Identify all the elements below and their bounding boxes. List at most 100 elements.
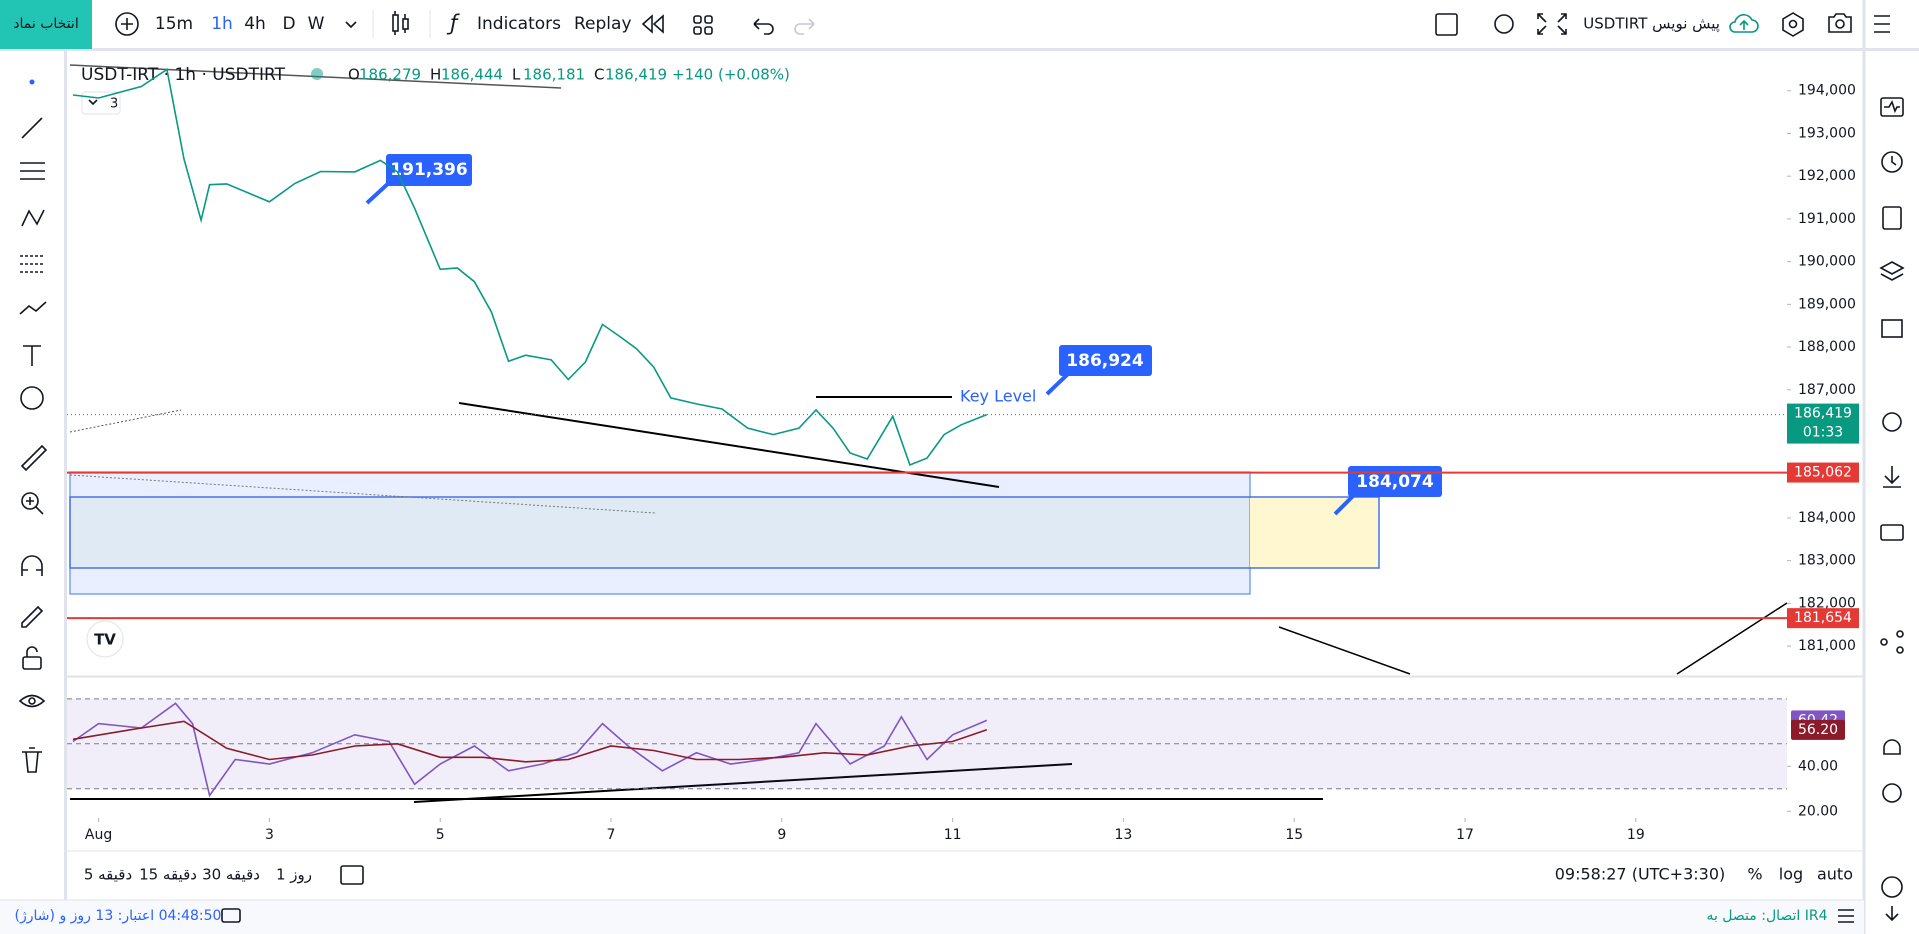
notification-icon[interactable] (1883, 739, 1901, 755)
symbol-button-label[interactable]: انتخاب نماد (13, 16, 78, 32)
alerts-icon[interactable] (1881, 151, 1903, 173)
magnet-tool[interactable] (21, 555, 43, 576)
rsi-trend-line[interactable] (413, 763, 1073, 803)
dotted-line[interactable] (69, 409, 182, 433)
expand-icon[interactable] (1537, 13, 1567, 35)
cloud-save-icon[interactable] (1729, 14, 1759, 33)
callout-text[interactable]: 186,924 (1066, 351, 1144, 371)
percent-toggle[interactable]: % (1747, 865, 1762, 884)
interval-button[interactable]: 1h (211, 14, 233, 34)
auto-toggle[interactable]: auto (1817, 865, 1853, 884)
top-toolbar (0, 0, 1919, 49)
fib-tool[interactable] (20, 162, 45, 180)
x-tick-label: 19 (1627, 827, 1645, 843)
range-button[interactable]: 1 روز (276, 866, 312, 884)
series-line (72, 720, 988, 763)
dotted-line[interactable] (69, 474, 656, 514)
settings-side-icon[interactable] (1882, 412, 1902, 432)
ohlc-key: L (512, 66, 521, 84)
layers-icon[interactable] (1879, 261, 1905, 281)
callout[interactable] (386, 154, 472, 186)
symbol-legend[interactable]: USDT-IRT · 1h · USDTIRT (81, 65, 286, 85)
y-tick-label: 181,000 (1798, 638, 1856, 654)
share-icon[interactable] (1880, 638, 1888, 646)
indicators-button[interactable]: Indicators (477, 14, 561, 34)
interval-button[interactable]: 15m (155, 14, 193, 34)
callout[interactable] (1059, 345, 1152, 376)
projection-tool[interactable] (20, 255, 45, 273)
trend-line[interactable] (1676, 602, 1788, 675)
redo-icon (794, 18, 815, 35)
x-tick-label: 11 (944, 827, 962, 843)
zone-rect[interactable] (69, 471, 1251, 595)
callout-text[interactable]: 191,396 (390, 160, 467, 180)
series-line (72, 702, 988, 798)
forecast-tool[interactable] (19, 301, 47, 315)
range-button[interactable]: 5 دقیقه (84, 866, 132, 884)
ohlc-value: 186,444 (441, 66, 503, 84)
goto-date-icon[interactable] (340, 865, 364, 885)
value-badge (1791, 719, 1845, 740)
tv-logo[interactable] (86, 620, 124, 658)
settings-icon[interactable] (1782, 12, 1804, 37)
help-icon[interactable] (1882, 783, 1902, 803)
y-tick-label: 190,000 (1798, 254, 1856, 270)
x-tick-label: 9 (777, 827, 786, 843)
credit-status: (شارژ) 04:48:50 اعتبار: 13 روز و (15, 908, 222, 924)
watchlist-icon[interactable] (1880, 97, 1904, 117)
remove-tool[interactable] (22, 747, 42, 773)
range-button[interactable]: 15 دقیقه (139, 866, 197, 884)
undo-icon[interactable] (753, 18, 774, 35)
menu-icon[interactable] (1874, 15, 1890, 33)
add-symbol-icon[interactable] (115, 12, 139, 36)
trend-line[interactable] (1278, 626, 1411, 675)
replay-icon[interactable] (641, 14, 664, 34)
y-tick-label: 193,000 (1798, 125, 1856, 141)
alert-search-icon[interactable] (1494, 14, 1514, 34)
scroll-down-icon[interactable] (1885, 906, 1899, 922)
callout-text[interactable]: 184,074 (1356, 472, 1434, 492)
last-price-label: 186,419 (1794, 406, 1852, 422)
chart-type-icon[interactable] (392, 11, 409, 35)
lock-tool[interactable] (22, 656, 42, 670)
pattern-tool[interactable] (21, 209, 45, 227)
cursor-tool[interactable] (29, 79, 35, 85)
fullscreen-box-icon[interactable] (1435, 13, 1458, 36)
interval-dropdown[interactable] (345, 21, 357, 29)
symbol-button[interactable] (0, 0, 92, 49)
notes-icon[interactable] (1882, 206, 1902, 230)
fx-icon[interactable]: ƒ (446, 11, 460, 35)
price-badge (1787, 462, 1859, 483)
y-tick-label: 192,000 (1798, 168, 1856, 184)
range-button[interactable]: 30 دقیقه (202, 866, 260, 884)
zoom-tool[interactable] (21, 492, 39, 510)
card-icon[interactable] (1880, 524, 1904, 541)
tv-logo-text[interactable]: TV (94, 631, 116, 649)
snapshot-icon[interactable] (1828, 13, 1852, 33)
draw-mode-tool[interactable] (21, 605, 44, 628)
download-icon[interactable] (1883, 466, 1901, 488)
inner-zone-rect[interactable] (69, 496, 1380, 569)
price-badge (1787, 608, 1859, 629)
text-tool[interactable] (23, 345, 41, 366)
news-icon[interactable] (1881, 319, 1903, 338)
layout-name[interactable]: USDTIRT پیش نویس (1583, 15, 1720, 34)
emoji-tool[interactable] (20, 386, 44, 410)
key-level-text[interactable]: Key Level (960, 387, 1036, 406)
callout[interactable] (1348, 466, 1442, 497)
replay-button[interactable]: Replay (574, 14, 632, 34)
x-tick-label: 15 (1285, 827, 1303, 843)
scroll-icon[interactable] (1881, 876, 1903, 898)
indicator-count[interactable]: 3 (110, 97, 118, 112)
interval-button[interactable]: W (308, 14, 325, 34)
x-tick-label: Aug (85, 827, 112, 843)
clock[interactable]: 09:58:27 (UTC+3:30) (1555, 865, 1725, 884)
interval-button[interactable]: 4h (244, 14, 266, 34)
interval-button[interactable]: D (282, 14, 295, 34)
trend-line-tool[interactable] (21, 117, 43, 139)
measure-tool[interactable] (20, 444, 48, 472)
hide-tool[interactable] (18, 694, 46, 708)
layout-icon[interactable] (693, 15, 713, 35)
log-toggle[interactable]: log (1779, 865, 1803, 884)
status-bar (0, 900, 1864, 934)
